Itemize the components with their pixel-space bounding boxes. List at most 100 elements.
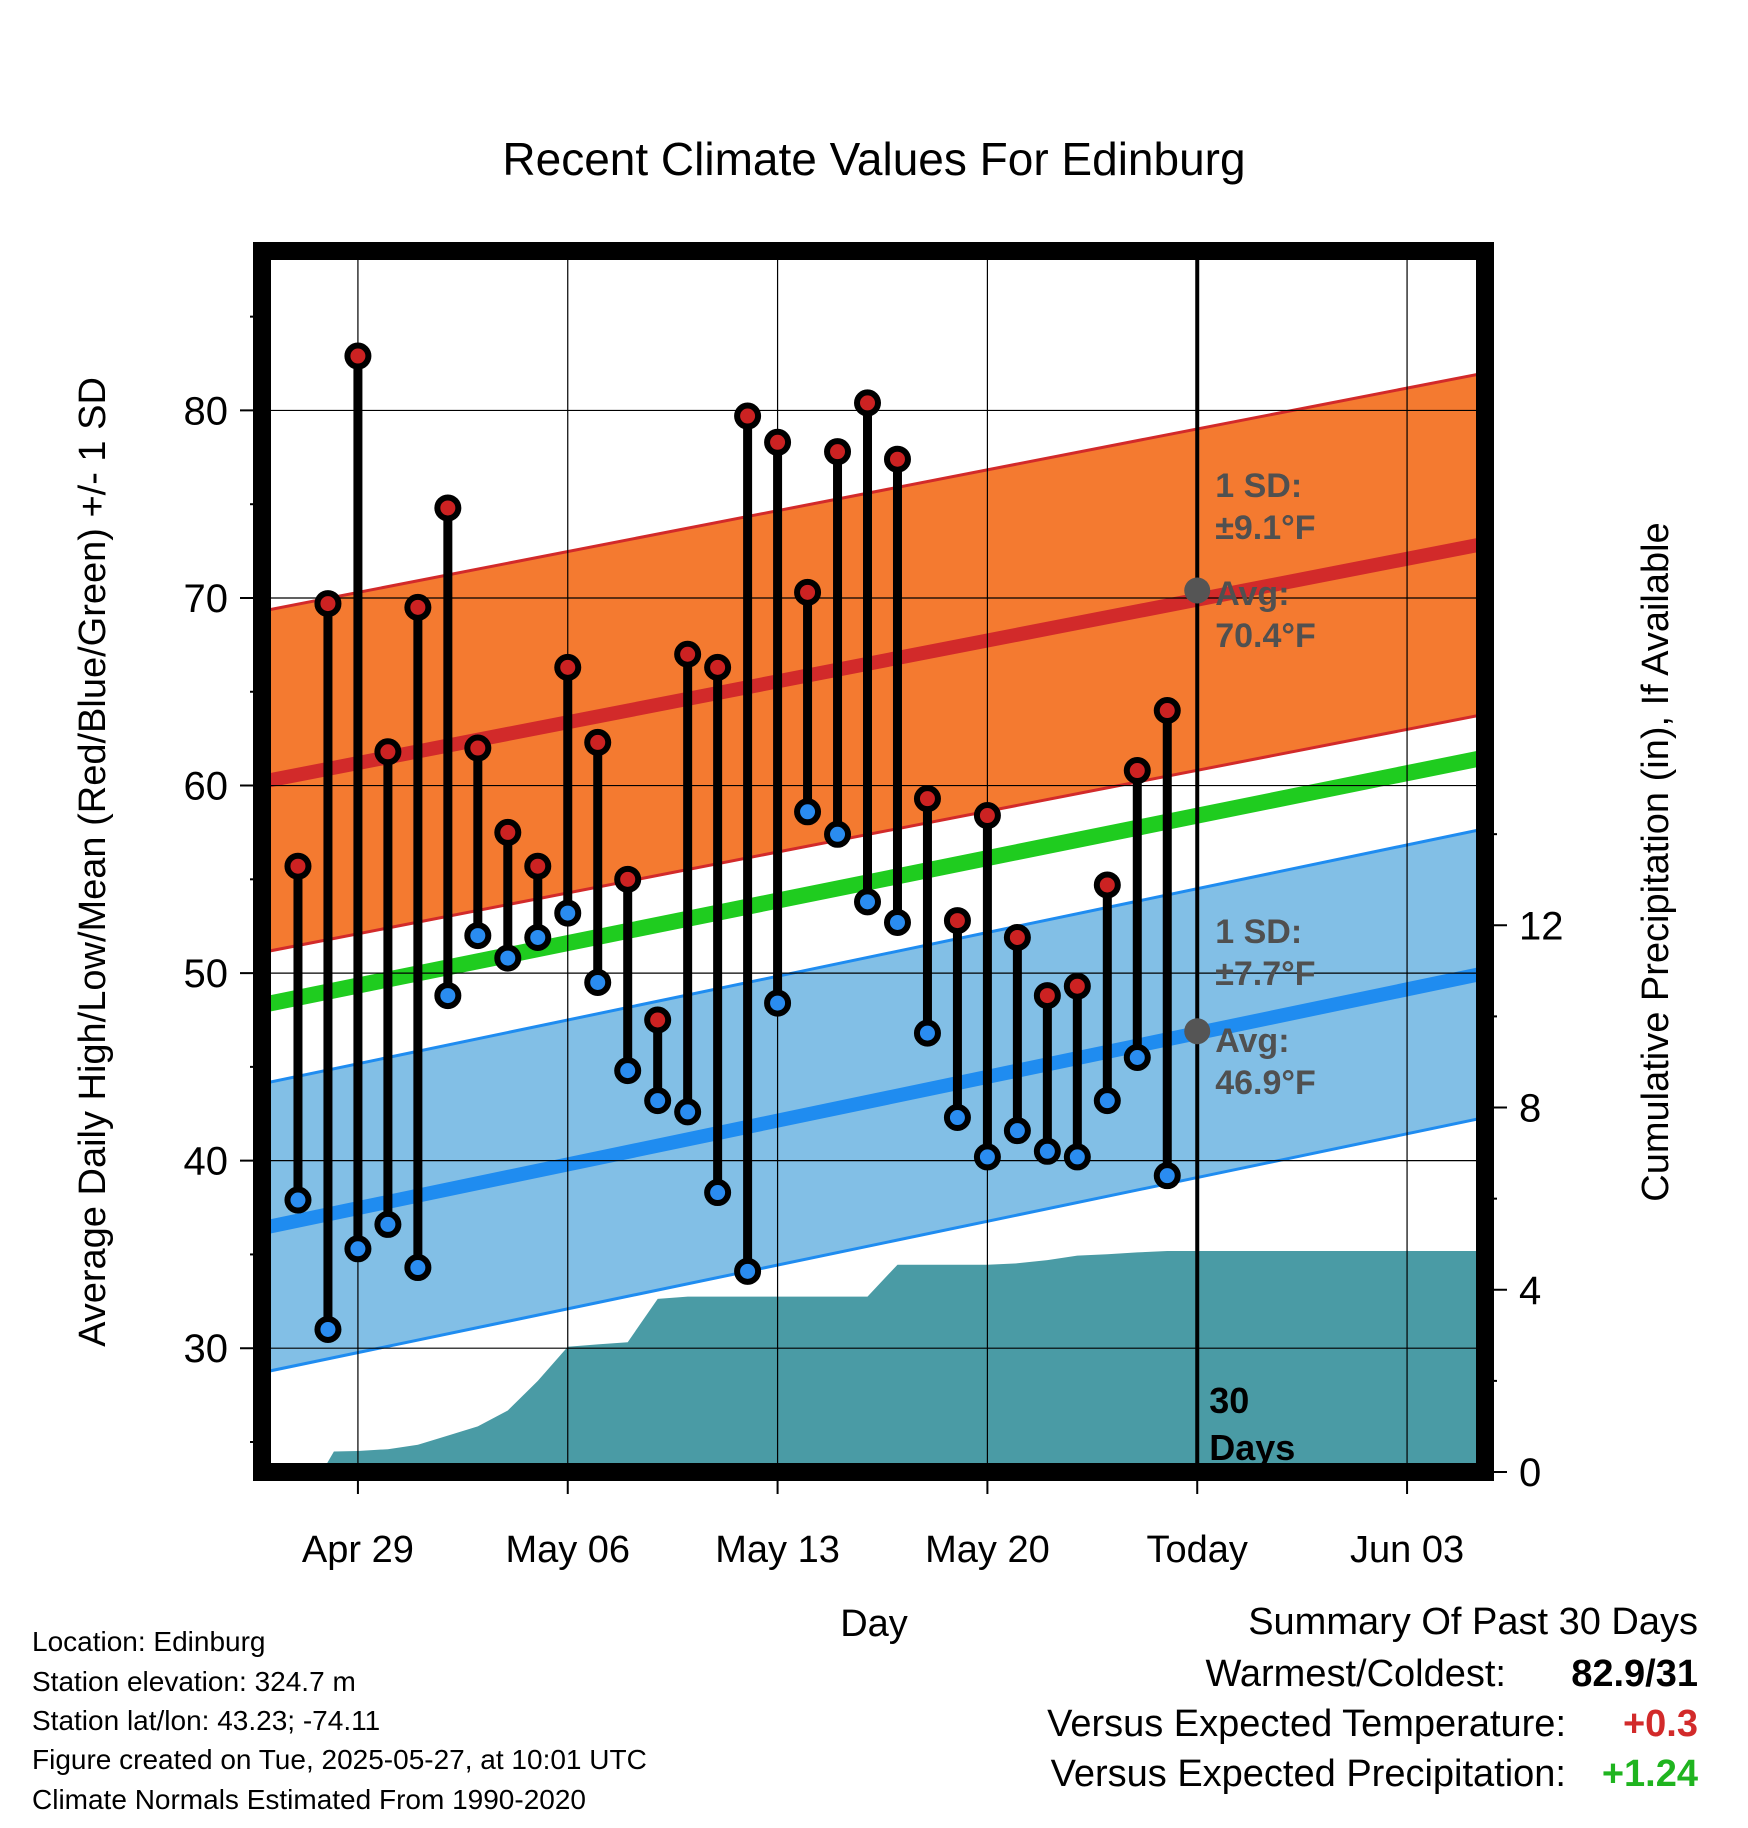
y-left-tick-label: 80: [184, 389, 229, 433]
daily-high-point: [524, 852, 552, 880]
daily-high-point: [1033, 982, 1061, 1010]
low-average-line: [262, 966, 1485, 1236]
daily-low-point: [913, 1019, 941, 1047]
low-average-today-marker: [1184, 1018, 1211, 1045]
daily-low-point: [674, 1098, 702, 1126]
daily-high-point: [854, 389, 882, 417]
plot-frame: [253, 242, 1494, 1481]
daily-low-point: [494, 944, 522, 972]
low-avg-annotation-line-2: 46.9°F: [1215, 1064, 1316, 1102]
high-upper-sd-line: [262, 371, 1485, 613]
high-sd-annotation-line-1: 1 SD:: [1215, 467, 1302, 505]
daily-high-point: [464, 734, 492, 762]
y-left-tick-label: 30: [184, 1327, 229, 1371]
daily-low-point: [1123, 1043, 1151, 1071]
daily-high-point: [824, 438, 852, 466]
days-unit-label: Days: [1209, 1427, 1295, 1468]
latlon-text: Station lat/lon: 43.23; -74.11: [32, 1705, 381, 1736]
daily-high-point: [614, 865, 642, 893]
daily-high-point: [794, 578, 822, 606]
daily-low-point: [973, 1143, 1001, 1171]
daily-high-point: [404, 593, 432, 621]
low-sd-annotation-line-1: 1 SD:: [1215, 913, 1302, 951]
daily-low-point: [1003, 1117, 1031, 1145]
created-text: Figure created on Tue, 2025-05-27, at 10…: [32, 1744, 647, 1775]
low-upper-sd-line: [262, 827, 1485, 1086]
daily-low-point: [704, 1179, 732, 1207]
high-lower-sd-line: [262, 712, 1485, 954]
daily-high-point: [284, 852, 312, 880]
high-sd-annotation-line-2: ±9.1°F: [1215, 509, 1315, 547]
daily-low-point: [1093, 1087, 1121, 1115]
high-avg-annotation-line-1: Avg:: [1215, 575, 1289, 613]
x-tick-label: May 20: [925, 1529, 1050, 1571]
y-right-tick-label: 4: [1519, 1269, 1541, 1313]
daily-low-point: [554, 899, 582, 927]
daily-low-point: [734, 1257, 762, 1285]
elevation-text: Station elevation: 324.7 m: [32, 1666, 356, 1697]
daily-low-point: [794, 798, 822, 826]
daily-high-point: [674, 640, 702, 668]
daily-high-point: [764, 428, 792, 456]
y-right-tick-label: 8: [1519, 1087, 1541, 1131]
normals-text: Climate Normals Estimated From 1990-2020: [32, 1784, 586, 1815]
daily-high-point: [584, 728, 612, 756]
x-tick-label: Today: [1147, 1529, 1248, 1571]
daily-low-point: [854, 888, 882, 916]
y-left-tick-label: 70: [184, 577, 229, 621]
chart-title: Recent Climate Values For Edinburg: [502, 133, 1245, 185]
low-avg-annotation-line-1: Avg:: [1215, 1022, 1289, 1060]
daily-low-point: [314, 1315, 342, 1343]
x-tick-label: Apr 29: [302, 1529, 414, 1571]
cumulative-precipitation-area: [321, 1251, 1485, 1472]
daily-low-point: [434, 982, 462, 1010]
daily-low-point: [404, 1254, 432, 1282]
daily-high-point: [1003, 923, 1031, 951]
daily-low-point: [524, 923, 552, 951]
y-right-tick-label: 0: [1519, 1451, 1541, 1495]
daily-high-point: [374, 738, 402, 766]
y-axis-left-label: Average Daily High/Low/Mean (Red/Blue/Gr…: [72, 377, 114, 1347]
low-lower-sd-line: [262, 1116, 1485, 1375]
daily-low-point: [464, 922, 492, 950]
daily-low-point: [614, 1057, 642, 1085]
x-axis-label: Day: [840, 1603, 908, 1645]
daily-high-point: [1093, 871, 1121, 899]
daily-high-point: [704, 653, 732, 681]
mean-normal-line: [262, 749, 1485, 1013]
y-left-tick-label: 40: [184, 1140, 229, 1184]
x-tick-label: May 13: [715, 1529, 840, 1571]
daily-high-point: [913, 785, 941, 813]
daily-low-point: [943, 1104, 971, 1132]
daily-high-point: [1123, 757, 1151, 785]
daily-low-point: [644, 1087, 672, 1115]
daily-high-point: [644, 1006, 672, 1034]
daily-high-point: [314, 590, 342, 618]
daily-high-point: [943, 907, 971, 935]
high-average-today-marker: [1184, 577, 1211, 604]
daily-high-point: [1063, 972, 1091, 1000]
x-tick-label: Jun 03: [1350, 1529, 1464, 1571]
days-count-label: 30: [1209, 1380, 1249, 1421]
y-right-tick-label: 12: [1519, 904, 1564, 948]
low-sd-annotation-line-2: ±7.7°F: [1215, 955, 1315, 993]
daily-high-point: [973, 802, 1001, 830]
daily-low-point: [824, 820, 852, 848]
y-left-tick-label: 50: [184, 952, 229, 996]
daily-low-point: [344, 1235, 372, 1263]
daily-low-point: [1153, 1162, 1181, 1190]
daily-high-point: [344, 342, 372, 370]
daily-high-point: [494, 818, 522, 846]
y-left-tick-label: 60: [184, 765, 229, 809]
daily-high-point: [1153, 697, 1181, 725]
daily-high-point: [883, 445, 911, 473]
daily-low-point: [374, 1210, 402, 1238]
x-tick-label: May 06: [505, 1529, 630, 1571]
daily-low-point: [1033, 1137, 1061, 1165]
daily-high-point: [554, 653, 582, 681]
location-text: Location: Edinburg: [32, 1626, 266, 1657]
daily-low-point: [1063, 1143, 1091, 1171]
y-axis-right-label: Cumulative Precipitation (in), If Availa…: [1635, 522, 1677, 1201]
daily-low-point: [584, 968, 612, 996]
